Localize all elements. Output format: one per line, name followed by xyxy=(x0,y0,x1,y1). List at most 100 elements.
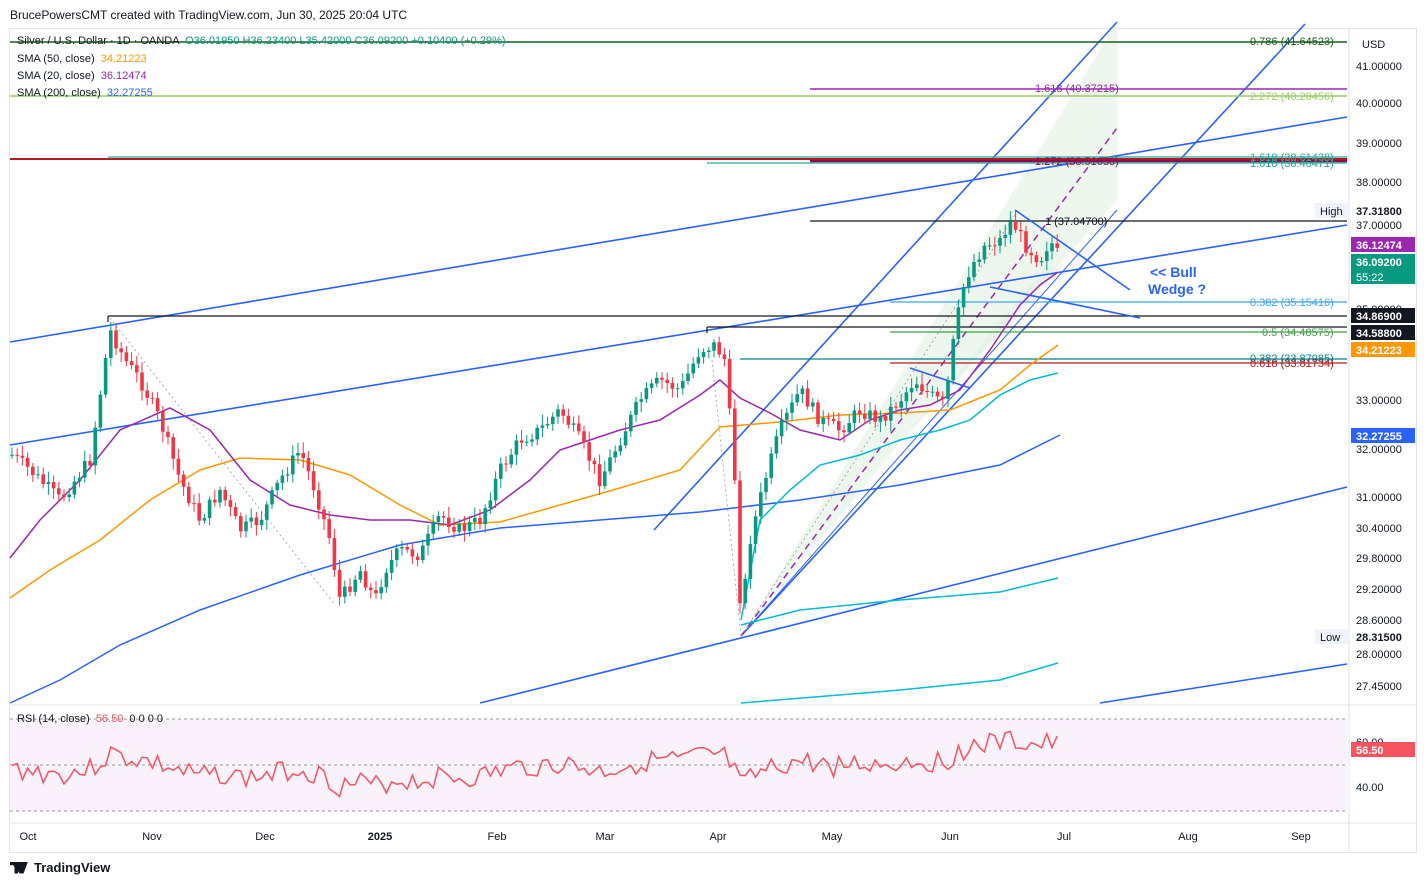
candle-body xyxy=(223,489,227,501)
price-label: 36.12474 xyxy=(1356,240,1403,252)
candle-body xyxy=(956,307,961,339)
y-tick-label: 29.20000 xyxy=(1356,584,1402,596)
legend-rsi-label: RSI (14, close) xyxy=(17,713,90,725)
candle-body xyxy=(785,412,789,420)
candle-body xyxy=(561,409,565,416)
candle-body xyxy=(811,402,815,407)
candle-body xyxy=(873,410,877,422)
candle-body xyxy=(72,481,77,495)
candle-body xyxy=(629,414,633,432)
candle-body xyxy=(280,475,285,483)
candle-body xyxy=(977,259,981,263)
candle-body xyxy=(967,277,971,288)
candle-body xyxy=(727,359,732,409)
candle-body xyxy=(348,586,352,592)
candle-body xyxy=(826,417,831,419)
legend-symbol: Silver / U.S. Dollar · 1D · OANDA xyxy=(17,35,179,47)
candle-body xyxy=(774,436,779,454)
candle-body xyxy=(369,587,373,591)
rsi-value-label: 56.50 xyxy=(1356,745,1384,757)
candle-body xyxy=(317,490,321,510)
candle-body xyxy=(20,455,25,458)
candle-body xyxy=(457,523,461,532)
footer-brand-text: TradingView xyxy=(34,860,111,875)
channel-fill xyxy=(741,22,1117,636)
candle-body xyxy=(77,477,82,482)
candle-body xyxy=(119,348,123,353)
candle-body xyxy=(285,474,290,476)
candle-body xyxy=(733,408,737,481)
candle-body xyxy=(452,527,456,532)
candle-body xyxy=(1039,260,1044,263)
x-tick-label: Feb xyxy=(488,831,507,843)
candle-body xyxy=(467,522,472,531)
candle-body xyxy=(493,478,498,501)
candle-body xyxy=(847,423,851,433)
candle-body xyxy=(1024,231,1028,253)
candle-body xyxy=(447,517,451,528)
fib-dotted-line-3 xyxy=(711,359,742,637)
y-tick-label: 30.40000 xyxy=(1356,523,1402,535)
y-tick-label: 29.80000 xyxy=(1356,553,1402,565)
candle-body xyxy=(218,489,222,503)
candle-body xyxy=(155,398,160,412)
candle-body xyxy=(483,508,487,525)
candle-body xyxy=(1034,255,1039,263)
candle-body xyxy=(31,466,35,476)
cyan-ma-upper xyxy=(740,372,1059,621)
candle-body xyxy=(1013,221,1018,230)
fib-label: 1.618 (38.61438) xyxy=(1250,152,1334,164)
candle-body xyxy=(275,482,279,491)
y-tick-label: 39.00000 xyxy=(1356,138,1402,150)
candle-body xyxy=(665,379,669,384)
candle-body xyxy=(363,571,368,588)
candle-body xyxy=(649,383,654,388)
rsi-line xyxy=(11,730,1058,798)
price-label-bg xyxy=(1351,342,1415,357)
fib-label: 1.618 (38.46471) xyxy=(1250,158,1334,170)
candle-body xyxy=(894,406,898,408)
candle-body xyxy=(530,439,534,442)
candle-body xyxy=(946,380,950,399)
candle-body xyxy=(10,454,14,456)
cyan-ma-mid xyxy=(740,577,1059,626)
candle-body xyxy=(920,384,924,392)
price-label: 28.31500 xyxy=(1356,632,1402,644)
candle-body xyxy=(935,391,940,397)
candle-body xyxy=(717,342,721,355)
sma200-line xyxy=(9,434,1061,704)
chart-frame xyxy=(9,28,1417,853)
fib-label: 0.618 (33.81734) xyxy=(1250,358,1334,370)
fib-label: 1.618 (40.37215) xyxy=(1035,83,1119,95)
wedge-lower-line xyxy=(989,286,1141,319)
footer-brand[interactable]: TradingView xyxy=(10,860,110,875)
candle-body xyxy=(603,471,607,487)
candle-body xyxy=(608,457,612,472)
candle-body xyxy=(478,517,482,525)
candle-body xyxy=(1029,252,1033,256)
channel-fill-lower xyxy=(741,265,1060,636)
x-tick-label: Mar xyxy=(596,831,615,843)
legend-rsi-value: 56.50 xyxy=(95,713,124,725)
candle-body xyxy=(384,572,389,588)
candle-body xyxy=(863,414,867,419)
candle-body xyxy=(883,416,888,421)
candle-body xyxy=(187,486,191,504)
channel-outer-line xyxy=(740,23,1306,637)
price-tag-bg xyxy=(1315,629,1349,644)
candle-body xyxy=(925,391,929,393)
legend-rsi-row: RSI (14, close) 56.50 0 0 0 0 xyxy=(17,713,163,725)
candle-body xyxy=(426,533,430,546)
candle-body xyxy=(899,401,903,408)
candle-body xyxy=(327,519,331,539)
channel-upper-line xyxy=(653,21,1118,531)
price-label: 34.58800 xyxy=(1356,328,1402,340)
candle-body xyxy=(597,464,602,487)
cyan-ma-low xyxy=(740,662,1059,704)
candle-body xyxy=(1050,243,1054,252)
candle-body xyxy=(675,388,680,390)
candle-body xyxy=(1008,221,1013,235)
candle-body xyxy=(83,461,87,478)
y-tick-label: 32.00000 xyxy=(1356,444,1402,456)
